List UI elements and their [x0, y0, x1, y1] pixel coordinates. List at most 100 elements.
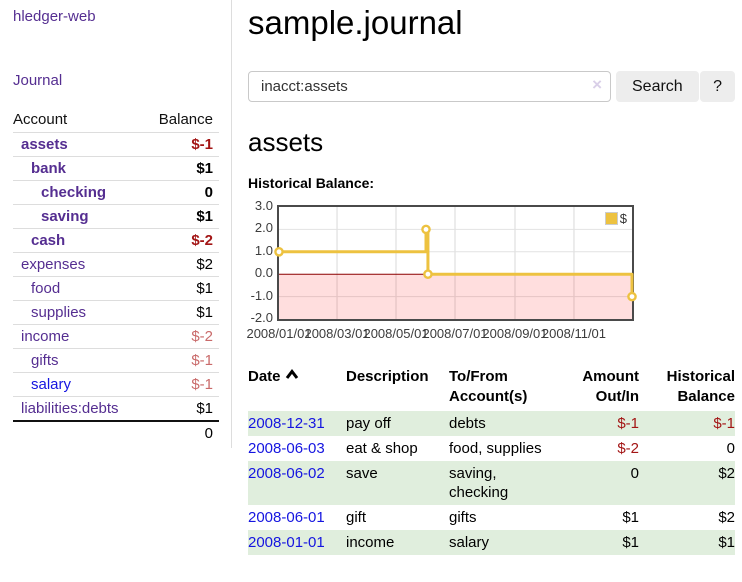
account-row: bank $1 [13, 156, 219, 181]
register-description-cell: pay off [346, 411, 449, 436]
data-point-marker [274, 247, 284, 257]
register-balance-cell: 0 [726, 440, 735, 457]
account-link-assets[interactable]: assets [21, 136, 68, 153]
y-axis-tick-label: -1.0 [250, 287, 273, 303]
register-row: 2008-06-02 save saving, checking 0 $2 [248, 461, 735, 505]
account-cell: income [13, 324, 145, 349]
register-header-row: Date Description To/From Account(s) Amount … [248, 365, 735, 411]
account-row: assets $-1 [13, 132, 219, 157]
account-link-gifts[interactable]: gifts [31, 352, 59, 369]
chart-plot-area[interactable]: $ [274, 205, 637, 321]
register-balance-cell: $-1 [639, 411, 735, 436]
negative-region [279, 274, 632, 319]
account-tree-header: Account Balance [13, 109, 219, 133]
register-table: Date Description To/From Account(s) Amount … [248, 365, 735, 555]
account-balance: $-2 [144, 228, 219, 253]
transaction-date-link[interactable]: 2008-06-02 [248, 465, 325, 482]
search-input[interactable] [248, 71, 611, 102]
account-cell: checking [13, 180, 145, 205]
account-row: salary $-1 [13, 372, 219, 397]
register-date-cell: 2008-01-01 [248, 530, 346, 555]
app-root: hledger-web Journal Account Balance asse… [13, 0, 742, 555]
account-link-food[interactable]: food [31, 280, 61, 297]
register-balance-cell: $1 [639, 530, 735, 555]
transaction-date-link[interactable]: 2008-12-31 [248, 415, 325, 432]
register-amount-cell: $-1 [580, 411, 639, 436]
account-row: checking 0 [13, 180, 219, 205]
account-tree-table: Account Balance assets $-1 bank $1 checking 0… [13, 109, 219, 445]
sidebar-item-journal[interactable]: Journal [13, 72, 63, 89]
balance-column-header: Balance [158, 111, 213, 128]
brand-link[interactable]: hledger-web [13, 8, 96, 25]
register-col-label: Historical Balance [666, 368, 735, 405]
legend-swatch-icon [604, 212, 618, 225]
account-cell: assets [13, 132, 145, 157]
account-link-income[interactable]: income [21, 328, 70, 345]
account-link-expenses[interactable]: expenses [21, 256, 86, 273]
help-button[interactable]: ? [700, 71, 735, 102]
account-row: income $-2 [13, 324, 219, 349]
register-accounts-cell: salary [449, 530, 580, 555]
account-cell: gifts [13, 348, 145, 373]
account-row: saving $1 [13, 204, 219, 229]
register-col-header: Historical Balance [639, 365, 735, 411]
account-balance: $-2 [144, 324, 219, 349]
x-axis-tick-label: 2008/11/01 [541, 326, 607, 341]
account-balance: $1 [144, 156, 219, 181]
data-point-marker [421, 224, 431, 235]
register-amount-cell: $1 [622, 509, 639, 526]
account-link-supplies[interactable]: supplies [31, 304, 87, 321]
transaction-date-link[interactable]: 2008-06-03 [248, 440, 325, 457]
account-cell: bank [13, 156, 145, 181]
register-date-cell: 2008-06-02 [248, 461, 346, 505]
account-balance: $-1 [144, 372, 219, 397]
x-axis-tick-label: 2008/07/01 [422, 326, 488, 341]
account-row: cash $-2 [13, 228, 219, 253]
register-accounts-cell: food, supplies [449, 440, 542, 457]
chart-title: Historical Balance: [248, 175, 375, 191]
register-description-cell: gift [346, 509, 367, 526]
account-row: liabilities:debts $1 [13, 396, 219, 421]
account-link-bank[interactable]: bank [31, 160, 67, 177]
register-row: 2008-12-31 pay off debts $-1 $-1 [248, 411, 735, 436]
account-cell: cash [13, 228, 145, 253]
register-amount-cell: $1 [580, 530, 639, 555]
account-row: supplies $1 [13, 300, 219, 325]
total-spacer [13, 420, 145, 445]
total-balance: 0 [144, 420, 219, 445]
account-cell: liabilities:debts [13, 396, 145, 421]
register-row: 2008-06-03 eat & shop food, supplies $-2 0 [248, 436, 735, 461]
register-row: 2008-01-01 income salary $1 $1 [248, 530, 735, 555]
account-link-cash[interactable]: cash [31, 232, 66, 249]
register-col-header: Description [346, 365, 449, 411]
search-button[interactable]: Search [616, 71, 699, 102]
page-title: sample.journal [248, 4, 463, 41]
account-row: gifts $-1 [13, 348, 219, 373]
y-axis-tick-label: -2.0 [250, 310, 273, 325]
register-description-cell: save [346, 461, 449, 505]
account-link-liabilities:debts[interactable]: liabilities:debts [21, 400, 119, 417]
register-col-label: Amount Out/In [582, 368, 639, 405]
account-balance: $-1 [144, 132, 219, 157]
account-balance: $1 [144, 276, 219, 301]
register-accounts-cell: debts [449, 411, 580, 436]
historical-balance-chart[interactable]: $3.0 2.0 1.0 0.0 -1.0 -2.0 2008/01/01 2008/03/0… [246, 197, 735, 347]
y-axis-tick-label: 1.0 [254, 242, 273, 258]
transaction-date-link[interactable]: 2008-06-01 [248, 509, 325, 526]
account-heading: assets [248, 127, 324, 157]
data-point-marker [423, 269, 433, 279]
register-accounts-cell: gifts [449, 509, 477, 526]
clear-search-icon[interactable]: × [592, 75, 602, 94]
register-description-cell: income [346, 530, 449, 555]
register-col-header[interactable]: Date [248, 365, 346, 411]
chart-canvas [274, 207, 637, 319]
register-amount-cell: 0 [580, 461, 639, 505]
account-link-salary[interactable]: salary [31, 376, 72, 393]
main-content: sample.journal × Search ? assets Histori… [232, 0, 742, 555]
register-col-label: Date [248, 368, 281, 385]
transaction-date-link[interactable]: 2008-01-01 [248, 534, 325, 551]
account-link-saving[interactable]: saving [41, 208, 89, 225]
account-row: food $1 [13, 276, 219, 301]
register-row: 2008-06-01 gift gifts $1 $2 [248, 505, 735, 530]
account-link-checking[interactable]: checking [41, 184, 107, 201]
